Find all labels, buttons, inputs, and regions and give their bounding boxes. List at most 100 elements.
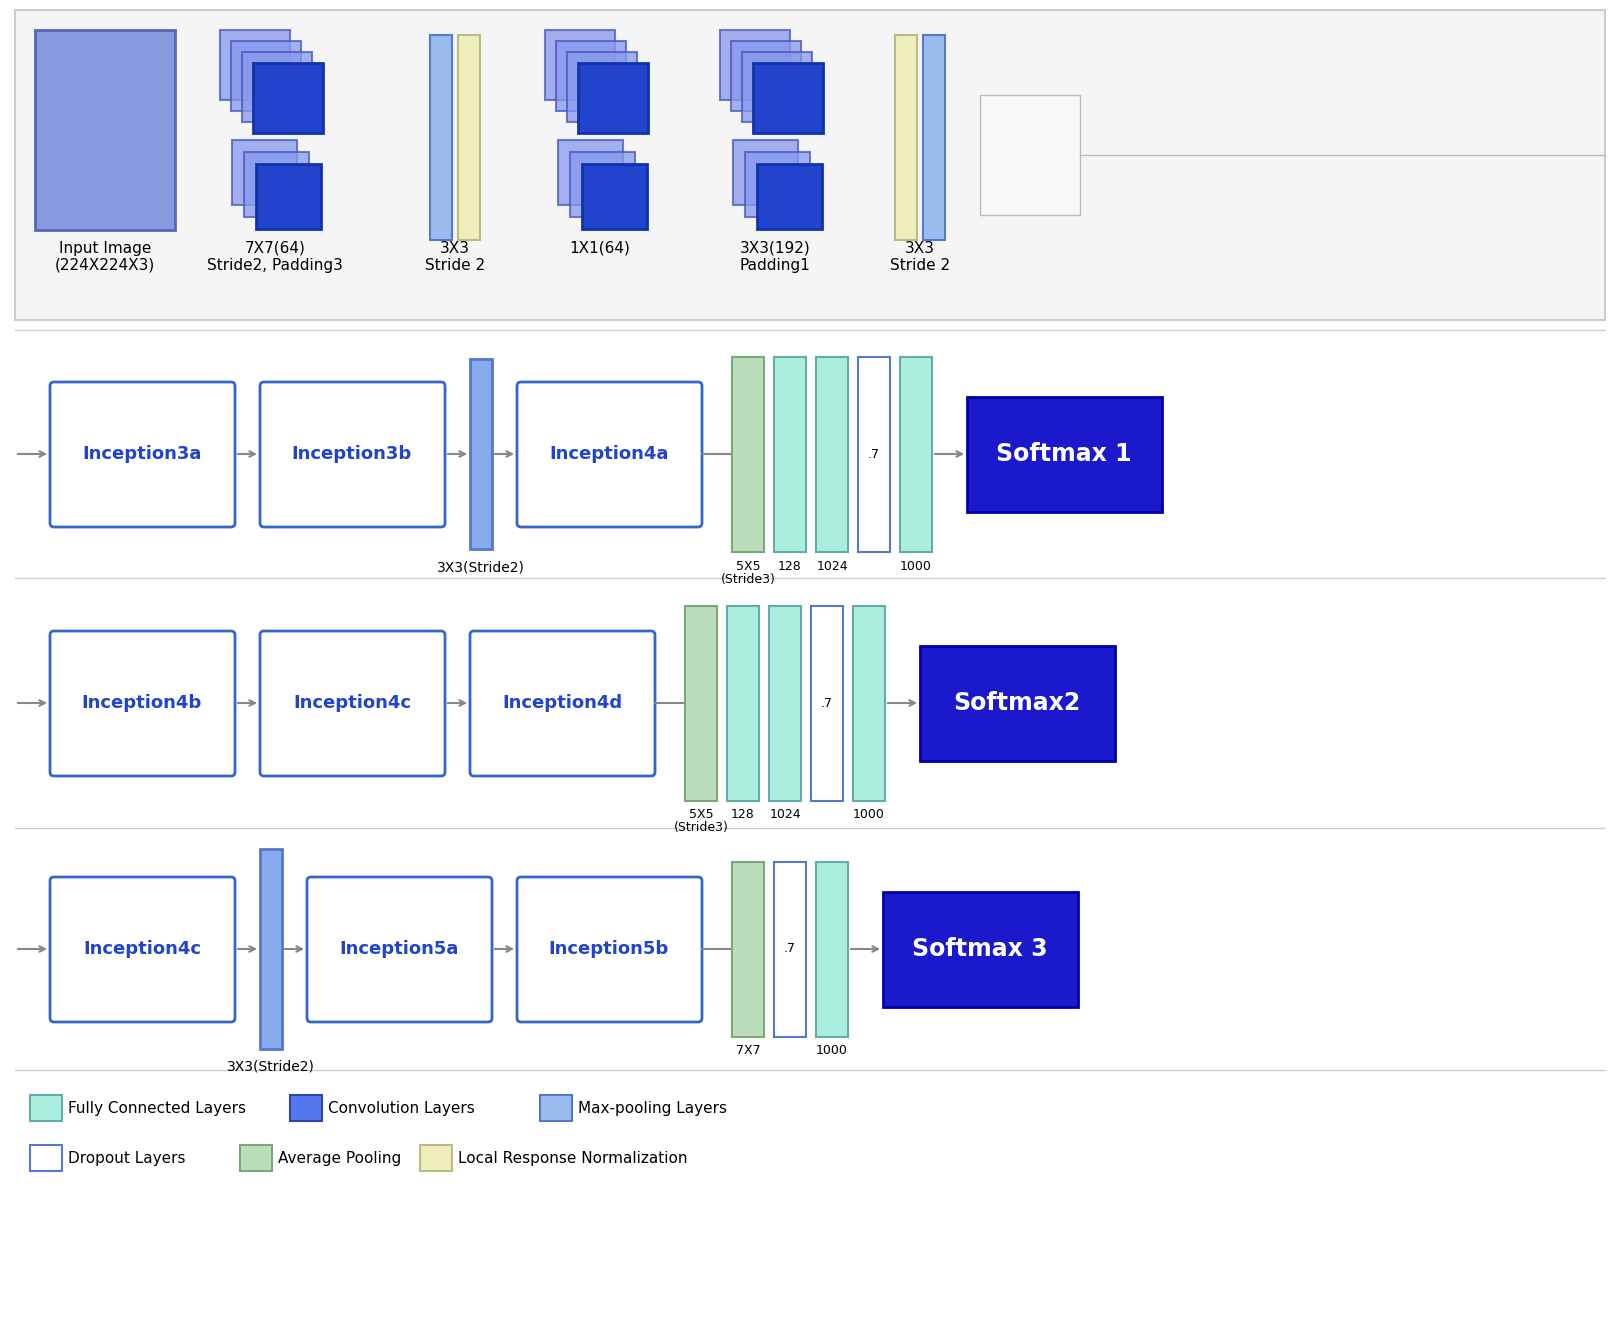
Bar — [545, 30, 615, 100]
Text: 1000: 1000 — [852, 809, 885, 822]
Bar — [570, 151, 635, 217]
Bar — [745, 151, 810, 217]
Text: Inception4c: Inception4c — [292, 694, 411, 712]
Text: Inception5b: Inception5b — [549, 940, 669, 957]
Bar — [29, 1144, 62, 1171]
Bar — [558, 140, 623, 205]
Bar — [756, 165, 821, 229]
Bar — [291, 1094, 321, 1121]
Bar — [852, 606, 885, 801]
Bar — [219, 30, 291, 100]
Text: 7X7: 7X7 — [735, 1044, 760, 1058]
Text: Average Pooling: Average Pooling — [278, 1151, 401, 1166]
Bar — [15, 11, 1604, 320]
Bar — [732, 140, 797, 205]
Text: .7: .7 — [867, 448, 880, 461]
Bar — [29, 1094, 62, 1121]
Bar — [753, 63, 823, 133]
FancyBboxPatch shape — [260, 631, 445, 776]
Text: 1000: 1000 — [899, 560, 932, 573]
Bar — [253, 63, 323, 133]
Text: (Stride3): (Stride3) — [721, 573, 774, 586]
Bar — [857, 357, 889, 552]
Text: Inception5a: Inception5a — [339, 940, 458, 957]
Bar — [430, 36, 451, 240]
Text: Stride 2: Stride 2 — [889, 258, 949, 273]
Bar — [36, 30, 175, 230]
Bar — [566, 51, 636, 122]
Bar — [230, 41, 300, 111]
FancyBboxPatch shape — [50, 877, 235, 1022]
FancyBboxPatch shape — [50, 382, 235, 527]
Text: 3X3: 3X3 — [904, 241, 935, 255]
FancyBboxPatch shape — [516, 382, 701, 527]
Bar — [420, 1144, 451, 1171]
FancyBboxPatch shape — [260, 382, 445, 527]
Text: Inception4b: Inception4b — [81, 694, 201, 712]
Bar — [256, 165, 321, 229]
Text: 5X5: 5X5 — [735, 560, 760, 573]
Bar — [815, 357, 847, 552]
Text: 3X3: 3X3 — [440, 241, 469, 255]
FancyBboxPatch shape — [50, 631, 235, 776]
Text: Convolution Layers: Convolution Layers — [328, 1101, 474, 1115]
Text: 3X3(Stride2): 3X3(Stride2) — [437, 560, 524, 574]
Text: Max-pooling Layers: Max-pooling Layers — [578, 1101, 727, 1115]
Text: Inception4c: Inception4c — [83, 940, 201, 957]
Bar — [578, 63, 648, 133]
Bar — [966, 396, 1162, 512]
Bar — [815, 863, 847, 1036]
Text: 1000: 1000 — [816, 1044, 847, 1058]
Text: (Stride3): (Stride3) — [674, 822, 729, 835]
Bar — [774, 357, 805, 552]
Text: Padding1: Padding1 — [738, 258, 810, 273]
Bar — [581, 165, 646, 229]
Bar — [732, 863, 763, 1036]
Text: Stride 2: Stride 2 — [425, 258, 485, 273]
Text: (224X224X3): (224X224X3) — [55, 258, 156, 273]
Text: 1024: 1024 — [816, 560, 847, 573]
Bar — [883, 892, 1078, 1008]
Text: Stride2, Padding3: Stride2, Padding3 — [208, 258, 342, 273]
Text: Softmax2: Softmax2 — [953, 691, 1079, 715]
Text: .7: .7 — [784, 943, 795, 956]
Bar — [555, 41, 625, 111]
Bar — [922, 36, 945, 240]
Text: Softmax 1: Softmax 1 — [995, 443, 1131, 466]
Text: .7: .7 — [821, 697, 833, 710]
Text: 1X1(64): 1X1(64) — [570, 241, 630, 255]
Bar — [730, 41, 800, 111]
Text: 5X5: 5X5 — [688, 809, 712, 822]
Bar — [769, 606, 800, 801]
Bar — [232, 140, 297, 205]
Text: Local Response Normalization: Local Response Normalization — [458, 1151, 687, 1166]
Text: Softmax 3: Softmax 3 — [912, 936, 1047, 961]
Text: Inception3a: Inception3a — [83, 445, 201, 464]
Bar — [540, 1094, 571, 1121]
Text: 128: 128 — [777, 560, 802, 573]
Bar — [243, 151, 308, 217]
Bar — [469, 360, 492, 549]
Bar — [685, 606, 717, 801]
Bar — [732, 357, 763, 552]
Text: 3X3(192): 3X3(192) — [738, 241, 810, 255]
Text: Inception4d: Inception4d — [502, 694, 622, 712]
Bar — [920, 647, 1115, 761]
Bar — [774, 863, 805, 1036]
Text: 7X7(64): 7X7(64) — [245, 241, 305, 255]
Bar — [240, 1144, 271, 1171]
FancyBboxPatch shape — [307, 877, 492, 1022]
Text: 1024: 1024 — [769, 809, 800, 822]
Bar — [894, 36, 917, 240]
Text: Fully Connected Layers: Fully Connected Layers — [68, 1101, 245, 1115]
Bar — [979, 95, 1079, 215]
Text: 128: 128 — [730, 809, 755, 822]
Bar — [242, 51, 312, 122]
FancyBboxPatch shape — [469, 631, 654, 776]
Bar — [742, 51, 812, 122]
Bar — [899, 357, 932, 552]
Bar — [727, 606, 758, 801]
Bar — [719, 30, 789, 100]
Bar — [458, 36, 480, 240]
Bar — [810, 606, 842, 801]
